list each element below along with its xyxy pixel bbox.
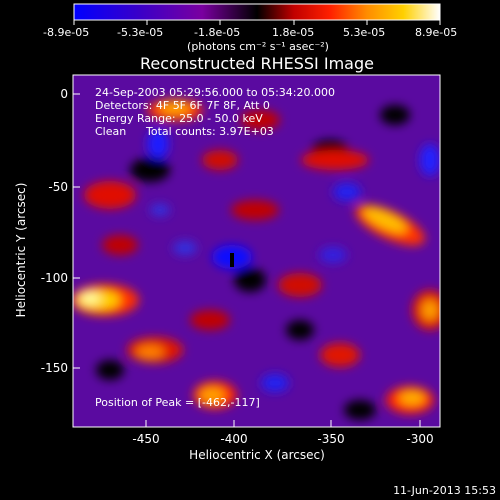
- colorbar-tick-label: 5.3e-05: [343, 26, 385, 39]
- x-axis: -450 -400 -350 -300 Heliocentric X (arcs…: [132, 420, 434, 462]
- y-tick-label: -150: [41, 361, 68, 375]
- info-time-range: 24-Sep-2003 05:29:56.000 to 05:34:20.000: [95, 86, 335, 99]
- plot-frame: [72, 74, 441, 428]
- colorbar-gradient: [73, 3, 441, 21]
- colorbar-ticks: [73, 20, 441, 25]
- colorbar: -8.9e-05 -5.3e-05 -1.8e-05 1.8e-05 5.3e-…: [43, 3, 457, 53]
- x-tick-label: -450: [132, 432, 159, 446]
- x-axis-label: Heliocentric X (arcsec): [189, 448, 325, 462]
- colorbar-tick-label: -5.3e-05: [117, 26, 163, 39]
- colorbar-units: (photons cm⁻² s⁻¹ asec⁻²): [187, 40, 329, 53]
- y-tick-label: -50: [48, 180, 68, 194]
- x-tick-label: -400: [220, 432, 247, 446]
- colorbar-tick-label: 1.8e-05: [272, 26, 314, 39]
- info-clean-label: Clean: [95, 125, 126, 138]
- y-tick-label: -100: [41, 271, 68, 285]
- peak-marker: [230, 253, 234, 267]
- y-axis: 0 -50 -100 -150 Heliocentric Y (arcsec): [14, 87, 80, 375]
- peak-position-text: Position of Peak = [-462,-117]: [95, 396, 260, 409]
- plot-title: Reconstructed RHESSI Image: [140, 54, 374, 73]
- y-tick-label: 0: [60, 87, 68, 101]
- x-tick-label: -300: [406, 432, 433, 446]
- image-info: 24-Sep-2003 05:29:56.000 to 05:34:20.000…: [95, 86, 335, 138]
- info-energy-range: Energy Range: 25.0 - 50.0 keV: [95, 112, 263, 125]
- colorbar-tick-label: -8.9e-05: [43, 26, 89, 39]
- colorbar-tick-label: 8.9e-05: [415, 26, 457, 39]
- rhessi-image: [73, 75, 440, 427]
- colorbar-tick-label: -1.8e-05: [194, 26, 240, 39]
- plot-timestamp: 11-Jun-2013 15:53: [393, 484, 496, 497]
- info-total-counts: Total counts: 3.97E+03: [145, 125, 274, 138]
- y-axis-label: Heliocentric Y (arcsec): [14, 183, 28, 318]
- x-tick-label: -350: [317, 432, 344, 446]
- info-detectors: Detectors: 4F 5F 6F 7F 8F, Att 0: [95, 99, 270, 112]
